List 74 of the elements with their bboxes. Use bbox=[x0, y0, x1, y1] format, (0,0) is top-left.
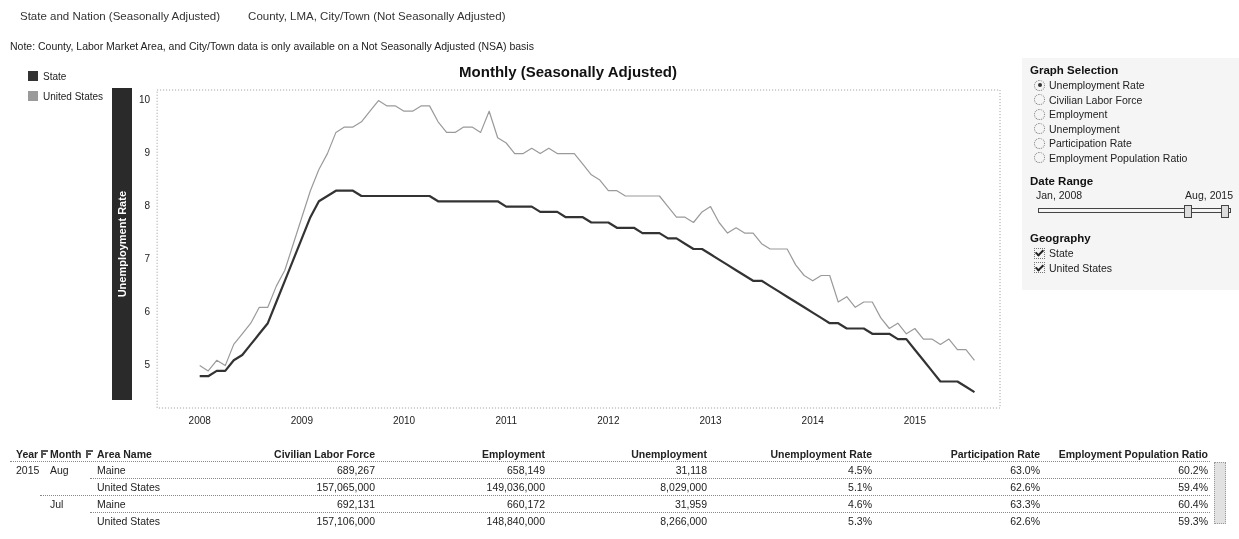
y-tick-label: 10 bbox=[139, 94, 151, 106]
x-tick-label: 2012 bbox=[597, 414, 620, 426]
category-label: Civilian Labor Force bbox=[274, 448, 375, 460]
category-label: Unemployment Rate bbox=[770, 448, 872, 460]
text: 2015 bbox=[16, 464, 40, 476]
text: 31,118 bbox=[675, 464, 707, 476]
x-tick-label: 2010 bbox=[392, 414, 416, 426]
legend-label: State bbox=[43, 70, 67, 82]
text: United States bbox=[97, 481, 161, 493]
text: 4.6% bbox=[848, 498, 872, 510]
category-label: Unemployment Rate bbox=[1049, 79, 1145, 92]
legend-label: United States bbox=[43, 90, 104, 102]
y-tick-label: 9 bbox=[144, 147, 151, 159]
text: 31,959 bbox=[674, 498, 707, 510]
text: 62.6% bbox=[1010, 515, 1040, 527]
category-label: Participation Rate bbox=[950, 448, 1040, 460]
category-label: Area Name bbox=[97, 448, 152, 460]
x-tick-label: 2014 bbox=[801, 414, 825, 426]
category-label: Civilian Labor Force bbox=[1049, 93, 1143, 106]
text: 692,131 bbox=[337, 498, 375, 510]
text: State and Nation (Seasonally Adjusted) bbox=[20, 10, 221, 22]
y-tick-label: 7 bbox=[144, 253, 151, 265]
category-label: Unemployment bbox=[631, 448, 707, 460]
text: 59.3% bbox=[1178, 515, 1208, 527]
text: 60.2% bbox=[1178, 464, 1208, 476]
category-label: State bbox=[1049, 247, 1074, 260]
text: 8,266,000 bbox=[660, 515, 707, 527]
text: 8,029,000 bbox=[660, 481, 707, 493]
text: 5.1% bbox=[848, 481, 872, 493]
text: 63.0% bbox=[1010, 464, 1040, 476]
text: Jan, 2008 bbox=[1036, 189, 1083, 201]
y-tick-label: 6 bbox=[144, 306, 151, 318]
text: 60.4% bbox=[1178, 498, 1208, 510]
category-label: United States bbox=[1049, 261, 1113, 274]
text: 658,149 bbox=[507, 464, 545, 476]
x-tick-label: 2011 bbox=[495, 414, 518, 426]
text: United States bbox=[97, 515, 161, 527]
category-label: Unemployment bbox=[1049, 122, 1120, 135]
text: 149,036,000 bbox=[486, 481, 545, 493]
category-label: Employment bbox=[1049, 108, 1108, 121]
text: 689,267 bbox=[337, 464, 375, 476]
category-label: Participation Rate bbox=[1049, 137, 1132, 150]
text: Maine bbox=[97, 464, 126, 476]
category-label: Employment Population Ratio bbox=[1058, 448, 1208, 460]
text: Note: County, Labor Market Area, and City/Town data is only available on a Not Seasonally Adjusted (NSA) basis bbox=[10, 40, 534, 52]
text: County, LMA, City/Town (Not Seasonally Adjusted) bbox=[248, 10, 506, 22]
text: Aug bbox=[50, 464, 69, 476]
text: Graph Selection bbox=[1030, 64, 1120, 76]
text: 62.6% bbox=[1010, 481, 1040, 493]
y-tick-label: 8 bbox=[144, 200, 151, 212]
text: 157,065,000 bbox=[316, 481, 375, 493]
x-tick-label: 2008 bbox=[188, 414, 212, 426]
category-label: Year bbox=[16, 448, 39, 460]
category-label: Employment Population Ratio bbox=[1049, 151, 1188, 164]
text: 148,840,000 bbox=[486, 515, 545, 527]
text: 5.3% bbox=[848, 515, 872, 527]
chart-title: Monthly (Seasonally Adjusted) bbox=[459, 63, 677, 81]
text: 660,172 bbox=[507, 498, 545, 510]
category-label: Month bbox=[50, 448, 82, 460]
text: Geography bbox=[1030, 232, 1092, 244]
text: 4.5% bbox=[848, 464, 872, 476]
text: Jul bbox=[50, 498, 64, 510]
x-tick-label: 2013 bbox=[699, 414, 723, 426]
y-tick-label: 5 bbox=[144, 359, 151, 371]
category-label: Employment bbox=[481, 448, 545, 460]
text: Aug, 2015 bbox=[1185, 189, 1233, 201]
y-axis-title: Unemployment Rate bbox=[116, 190, 128, 298]
text: Maine bbox=[97, 498, 126, 510]
x-tick-label: 2015 bbox=[903, 414, 927, 426]
text: 63.3% bbox=[1010, 498, 1040, 510]
text: Date Range bbox=[1030, 175, 1095, 187]
x-tick-label: 2009 bbox=[290, 414, 314, 426]
text: 157,106,000 bbox=[316, 515, 375, 527]
text: 59.4% bbox=[1178, 481, 1208, 493]
